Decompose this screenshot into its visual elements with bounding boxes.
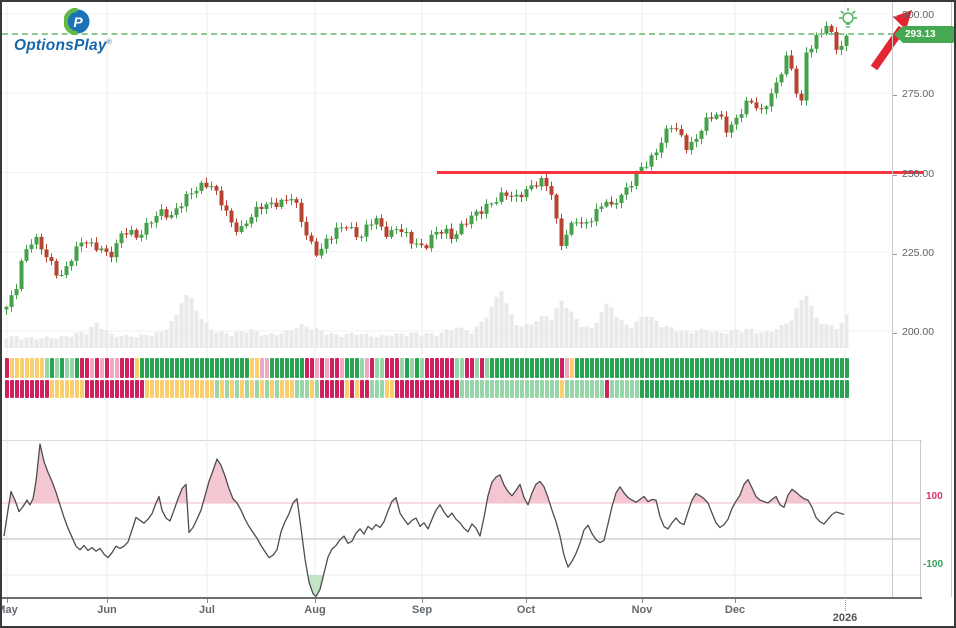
optionsplay-sphere-icon: P (64, 8, 90, 35)
price-axis-tick (893, 16, 897, 17)
price-axis-label: 225.00 (902, 246, 935, 259)
price-candlestick-chart[interactable] (2, 2, 892, 352)
month-tick (315, 599, 316, 603)
logo-word-play: Play (73, 37, 107, 54)
price-axis-label: 275.00 (902, 88, 935, 101)
year-label: 2026 (832, 612, 858, 624)
month-label-sep: Sep (411, 604, 433, 616)
price-axis-label: 200.00 (902, 326, 935, 338)
month-tick (7, 599, 8, 603)
month-label-nov: Nov (631, 604, 653, 616)
optionsplay-logo: P OptionsPlay® (14, 8, 124, 58)
price-axis-label: 250.00 (902, 167, 935, 180)
month-label-jul: Jul (199, 604, 215, 616)
oscillator-lower-threshold-label: -100 (923, 559, 944, 570)
axis-outer-border (951, 2, 952, 597)
month-label-dec: Dec (724, 604, 746, 616)
price-axis-tick (893, 253, 897, 255)
logo-letter: P (73, 14, 83, 30)
resistance-line-250 (437, 171, 923, 174)
registered-mark: ® (106, 38, 112, 46)
month-label-oct: Oct (516, 604, 536, 616)
month-label-aug: Aug (304, 604, 326, 616)
month-label-jun: Jun (97, 604, 117, 616)
panel-divider (2, 440, 922, 441)
month-tick (107, 599, 108, 603)
month-tick (642, 599, 643, 603)
price-axis: 300.00 275.00 250.00 225.00 200.00 (892, 2, 954, 597)
month-tick (526, 599, 527, 603)
oscillator-upper-threshold-label: 100 (926, 491, 943, 502)
last-price-tag: 293.13 (894, 26, 954, 43)
logo-wordmark: OptionsPlay® (14, 37, 112, 55)
price-axis-tick (893, 333, 897, 334)
lightbulb-icon[interactable] (835, 6, 861, 32)
price-axis-tick (893, 174, 897, 176)
price-axis-label: 300.00 (902, 9, 935, 21)
time-axis: 2026 May Jun Jul Aug Sep Oct Nov Dec (2, 597, 954, 626)
year-tick (845, 597, 846, 611)
month-label-may: May (2, 604, 18, 616)
logo-word-options: Options (14, 37, 74, 54)
price-axis-tick (893, 95, 897, 97)
oscillator-chart[interactable] (2, 440, 922, 597)
time-axis-baseline (2, 597, 922, 599)
signal-heatmap-strip[interactable] (2, 352, 892, 440)
month-tick (735, 599, 736, 603)
current-price-dashed-line (2, 33, 894, 35)
month-tick (422, 599, 423, 603)
month-tick (207, 599, 208, 603)
